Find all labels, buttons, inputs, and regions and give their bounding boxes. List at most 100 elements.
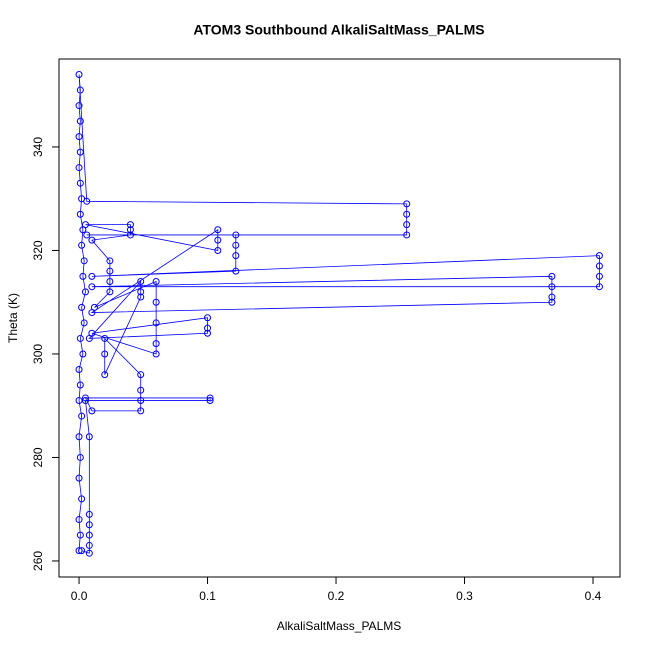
point (403, 200, 411, 208)
point (595, 272, 603, 280)
point (88, 272, 96, 280)
x-axis-label: AlkaliSaltMass_PALMS (277, 619, 402, 633)
point (137, 278, 145, 286)
point (85, 521, 93, 529)
point (137, 293, 145, 301)
point (78, 303, 86, 311)
point (80, 257, 88, 265)
x-tick-label: 0.1 (199, 589, 216, 603)
x-tick-label: 0.0 (71, 589, 88, 603)
point (403, 210, 411, 218)
point (81, 288, 89, 296)
point (88, 283, 96, 291)
point (548, 283, 556, 291)
point (137, 371, 145, 379)
point (81, 397, 89, 405)
point (88, 236, 96, 244)
point (75, 71, 83, 79)
point (85, 549, 93, 557)
y-tick-label: 300 (31, 344, 45, 364)
chart-title: ATOM3 Southbound AlkaliSaltMass_PALMS (193, 22, 484, 38)
plot-box (58, 58, 621, 578)
point (76, 334, 84, 342)
point (85, 541, 93, 549)
y-tick-label: 280 (31, 447, 45, 467)
point (75, 133, 83, 141)
point (90, 303, 98, 311)
point (76, 453, 84, 461)
point (137, 288, 145, 296)
point (206, 394, 214, 402)
point (75, 102, 83, 110)
point (78, 547, 86, 555)
point (101, 371, 109, 379)
point (206, 397, 214, 405)
point (76, 210, 84, 218)
y-tick-label: 260 (31, 551, 45, 571)
point (101, 334, 109, 342)
point (85, 510, 93, 518)
point (75, 164, 83, 172)
point (76, 381, 84, 389)
point (76, 179, 84, 187)
point (106, 257, 114, 265)
point (152, 298, 160, 306)
point (75, 516, 83, 524)
point (88, 407, 96, 415)
point (137, 386, 145, 394)
point (232, 252, 240, 260)
point (126, 221, 134, 229)
point (79, 350, 87, 358)
x-tick-label: 0.4 (585, 589, 602, 603)
point (78, 241, 86, 249)
point (78, 495, 86, 503)
x-tick-label: 0.3 (456, 589, 473, 603)
point (75, 474, 83, 482)
point (204, 329, 212, 337)
point (85, 433, 93, 441)
point (81, 394, 89, 402)
y-axis-label: Theta (K) (6, 293, 20, 343)
y-tick-label: 340 (31, 137, 45, 157)
point (232, 267, 240, 275)
point (152, 278, 160, 286)
point (106, 288, 114, 296)
point (75, 433, 83, 441)
x-tick-label: 0.2 (328, 589, 345, 603)
point (80, 319, 88, 327)
point (152, 319, 160, 327)
point (76, 86, 84, 94)
point (214, 226, 222, 234)
point (101, 350, 109, 358)
point (403, 231, 411, 239)
point (595, 252, 603, 260)
point (548, 272, 556, 280)
point (137, 407, 145, 415)
point (152, 350, 160, 358)
point (106, 278, 114, 286)
y-tick-label: 320 (31, 240, 45, 260)
point (403, 221, 411, 229)
point (137, 397, 145, 405)
point (204, 324, 212, 332)
point (85, 531, 93, 539)
point (76, 531, 84, 539)
point (126, 226, 134, 234)
point (83, 231, 91, 239)
point (76, 148, 84, 156)
point (548, 298, 556, 306)
point (595, 283, 603, 291)
point (232, 241, 240, 249)
point (75, 547, 83, 555)
point (78, 412, 86, 420)
point (548, 293, 556, 301)
point (595, 262, 603, 270)
point (83, 197, 91, 205)
point (106, 267, 114, 275)
point (126, 231, 134, 239)
point (76, 117, 84, 125)
point (204, 314, 212, 322)
point (214, 236, 222, 244)
